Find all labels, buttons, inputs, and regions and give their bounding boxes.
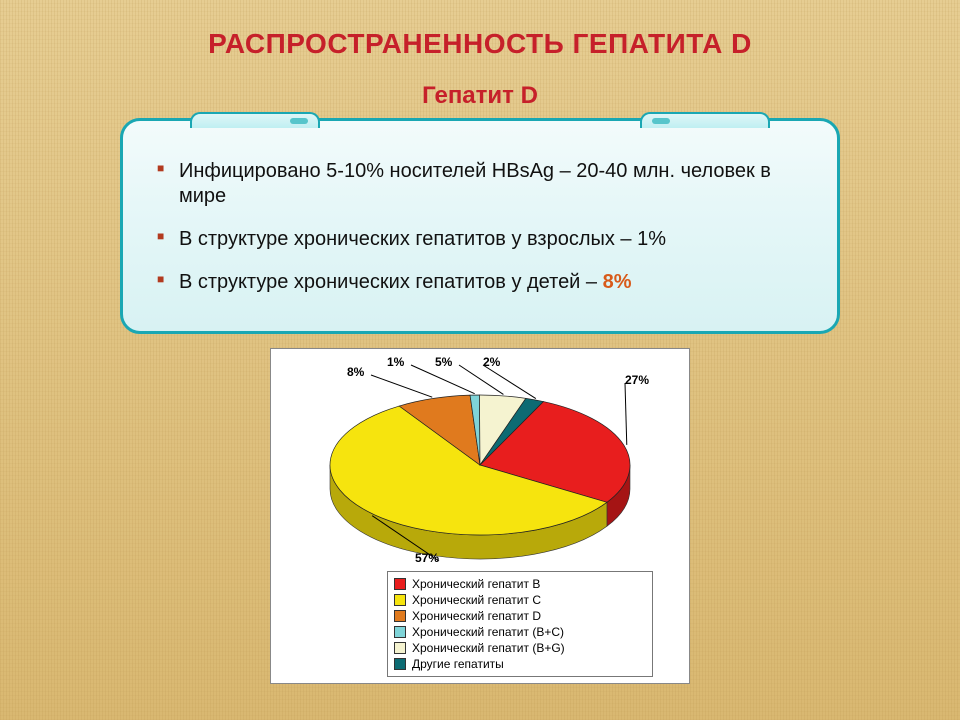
legend-label: Хронический гепатит (B+G) xyxy=(412,641,565,655)
pie-chart-box: 27%57%8%1%5%2% Хронический гепатит ВХрон… xyxy=(270,348,690,684)
bullet-text: Инфицировано 5-10% носителей HBsAg – 20-… xyxy=(179,160,771,207)
pie-legend: Хронический гепатит В Хронический гепатит… xyxy=(387,571,653,677)
bullet-highlight: 8% xyxy=(603,271,632,293)
bullet-text: В структуре хронических гепатитов у взро… xyxy=(179,228,666,250)
pie-chart: 27% 57% 8% 1% 5% 2% xyxy=(277,355,683,565)
bullet-item: В структуре хронических гепатитов у взро… xyxy=(153,227,807,252)
pie-pct-label: 57% xyxy=(415,551,439,565)
page-title: РАСПРОСТРАНЕННОСТЬ ГЕПАТИТА D xyxy=(0,0,960,60)
legend-row: Хронический гепатит В xyxy=(394,576,646,592)
bullet-list: Инфицировано 5-10% носителей HBsAg – 20-… xyxy=(153,159,807,295)
pie-pct-label: 1% xyxy=(387,355,404,369)
legend-row: Хронический гепатит (B+G) xyxy=(394,640,646,656)
legend-row: Хронический гепатит D xyxy=(394,608,646,624)
legend-swatch xyxy=(394,642,406,654)
pie-leader xyxy=(625,383,627,445)
legend-label: Хронический гепатит С xyxy=(412,593,541,607)
pie-pct-label: 5% xyxy=(435,355,452,369)
page-subtitle: Гепатит D xyxy=(0,82,960,110)
bullet-item: В структуре хронических гепатитов у дете… xyxy=(153,270,807,295)
bullet-item: Инфицировано 5-10% носителей HBsAg – 20-… xyxy=(153,159,807,209)
legend-label: Хронический гепатит (B+C) xyxy=(412,625,564,639)
info-panel: Инфицировано 5-10% носителей HBsAg – 20-… xyxy=(120,118,840,334)
legend-swatch xyxy=(394,610,406,622)
bullet-text: В структуре хронических гепатитов у дете… xyxy=(179,271,603,293)
pie-leader xyxy=(371,375,432,397)
legend-swatch xyxy=(394,594,406,606)
legend-row: Хронический гепатит (B+C) xyxy=(394,624,646,640)
pie-leader xyxy=(483,365,536,399)
legend-swatch xyxy=(394,658,406,670)
panel-tab-left xyxy=(190,112,320,128)
pie-pct-label: 27% xyxy=(625,373,649,387)
legend-swatch xyxy=(394,626,406,638)
legend-swatch xyxy=(394,578,406,590)
pie-pct-label: 2% xyxy=(483,355,500,369)
legend-row: Другие гепатиты xyxy=(394,656,646,672)
pie-svg xyxy=(277,355,683,565)
legend-label: Хронический гепатит В xyxy=(412,577,540,591)
legend-label: Хронический гепатит D xyxy=(412,609,541,623)
info-panel-wrap: Инфицировано 5-10% носителей HBsAg – 20-… xyxy=(120,118,840,334)
legend-row: Хронический гепатит С xyxy=(394,592,646,608)
pie-pct-label: 8% xyxy=(347,365,364,379)
legend-label: Другие гепатиты xyxy=(412,657,504,671)
panel-tab-right xyxy=(640,112,770,128)
